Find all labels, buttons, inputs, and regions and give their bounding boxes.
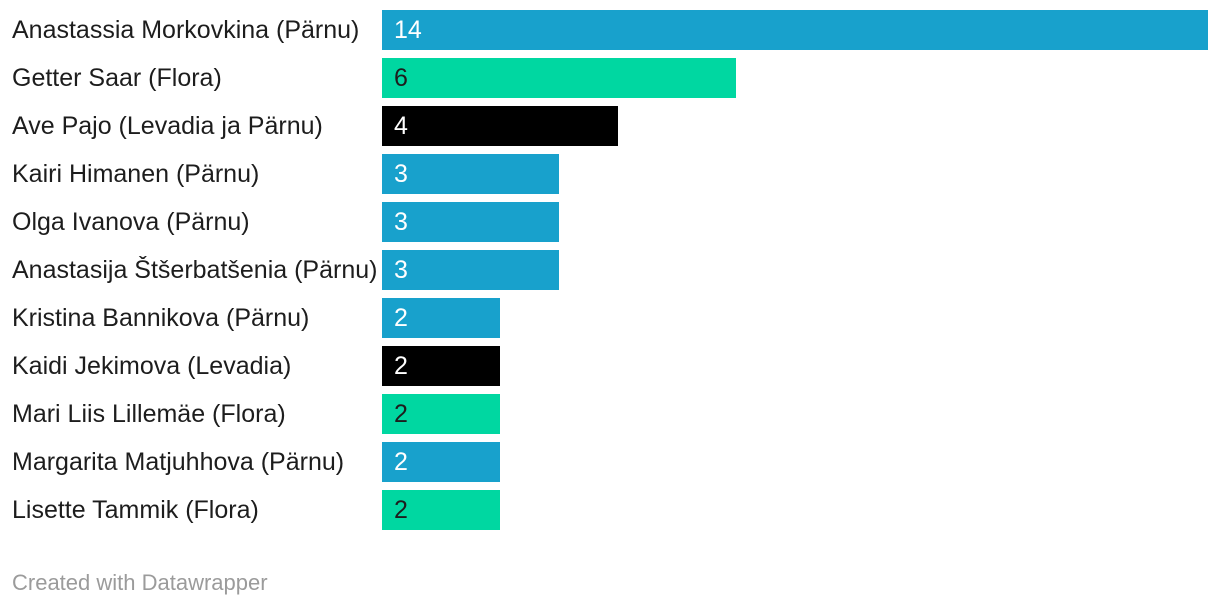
bar-value-label: 3	[394, 256, 408, 284]
bar-row: Olga Ivanova (Pärnu) 3	[0, 198, 1220, 246]
bar-row: Kairi Himanen (Pärnu) 3	[0, 150, 1220, 198]
bar-chart: Anastassia Morkovkina (Pärnu) 14 Getter …	[0, 6, 1220, 534]
bar: 2	[382, 346, 500, 386]
bar-track: 2	[382, 346, 1208, 386]
bar-row: Anastassia Morkovkina (Pärnu) 14	[0, 6, 1220, 54]
bar-track: 4	[382, 106, 1208, 146]
bar-row: Kaidi Jekimova (Levadia) 2	[0, 342, 1220, 390]
bar: 2	[382, 490, 500, 530]
category-label: Anastasija Štšerbatšenia (Pärnu)	[12, 255, 378, 284]
category-label: Kristina Bannikova (Pärnu)	[12, 303, 310, 332]
bar: 2	[382, 442, 500, 482]
category-label: Olga Ivanova (Pärnu)	[12, 207, 250, 236]
bar-track: 3	[382, 202, 1208, 242]
bar: 3	[382, 250, 559, 290]
bar-value-label: 4	[394, 112, 408, 140]
datawrapper-credit: Created with Datawrapper	[12, 570, 268, 595]
bar: 3	[382, 154, 559, 194]
bar: 2	[382, 298, 500, 338]
bar: 3	[382, 202, 559, 242]
bar-value-label: 2	[394, 352, 408, 380]
bar-value-label: 3	[394, 208, 408, 236]
bar-track: 2	[382, 394, 1208, 434]
bar-value-label: 6	[394, 64, 408, 92]
category-label: Kaidi Jekimova (Levadia)	[12, 351, 292, 380]
category-label: Anastassia Morkovkina (Pärnu)	[12, 15, 360, 44]
bar: 2	[382, 394, 500, 434]
category-label: Kairi Himanen (Pärnu)	[12, 159, 260, 188]
bar-track: 2	[382, 442, 1208, 482]
category-label: Mari Liis Lillemäe (Flora)	[12, 399, 286, 428]
bar-track: 2	[382, 490, 1208, 530]
bar-row: Getter Saar (Flora) 6	[0, 54, 1220, 102]
bar-row: Kristina Bannikova (Pärnu) 2	[0, 294, 1220, 342]
bar-value-label: 14	[394, 16, 422, 44]
bar-value-label: 2	[394, 448, 408, 476]
bar: 6	[382, 58, 736, 98]
category-label: Margarita Matjuhhova (Pärnu)	[12, 447, 345, 476]
bar-row: Margarita Matjuhhova (Pärnu) 2	[0, 438, 1220, 486]
bar-row: Ave Pajo (Levadia ja Pärnu) 4	[0, 102, 1220, 150]
bar-track: 3	[382, 250, 1208, 290]
category-label: Lisette Tammik (Flora)	[12, 495, 259, 524]
bar: 4	[382, 106, 618, 146]
bar: 14	[382, 10, 1208, 50]
bar-value-label: 3	[394, 160, 408, 188]
category-label: Getter Saar (Flora)	[12, 63, 222, 92]
bar-track: 2	[382, 298, 1208, 338]
bar-row: Anastasija Štšerbatšenia (Pärnu) 3	[0, 246, 1220, 294]
bar-value-label: 2	[394, 400, 408, 428]
bar-value-label: 2	[394, 496, 408, 524]
bar-value-label: 2	[394, 304, 408, 332]
bar-track: 6	[382, 58, 1208, 98]
bar-row: Lisette Tammik (Flora) 2	[0, 486, 1220, 534]
bar-track: 14	[382, 10, 1208, 50]
category-label: Ave Pajo (Levadia ja Pärnu)	[12, 111, 323, 140]
bar-row: Mari Liis Lillemäe (Flora) 2	[0, 390, 1220, 438]
bar-track: 3	[382, 154, 1208, 194]
